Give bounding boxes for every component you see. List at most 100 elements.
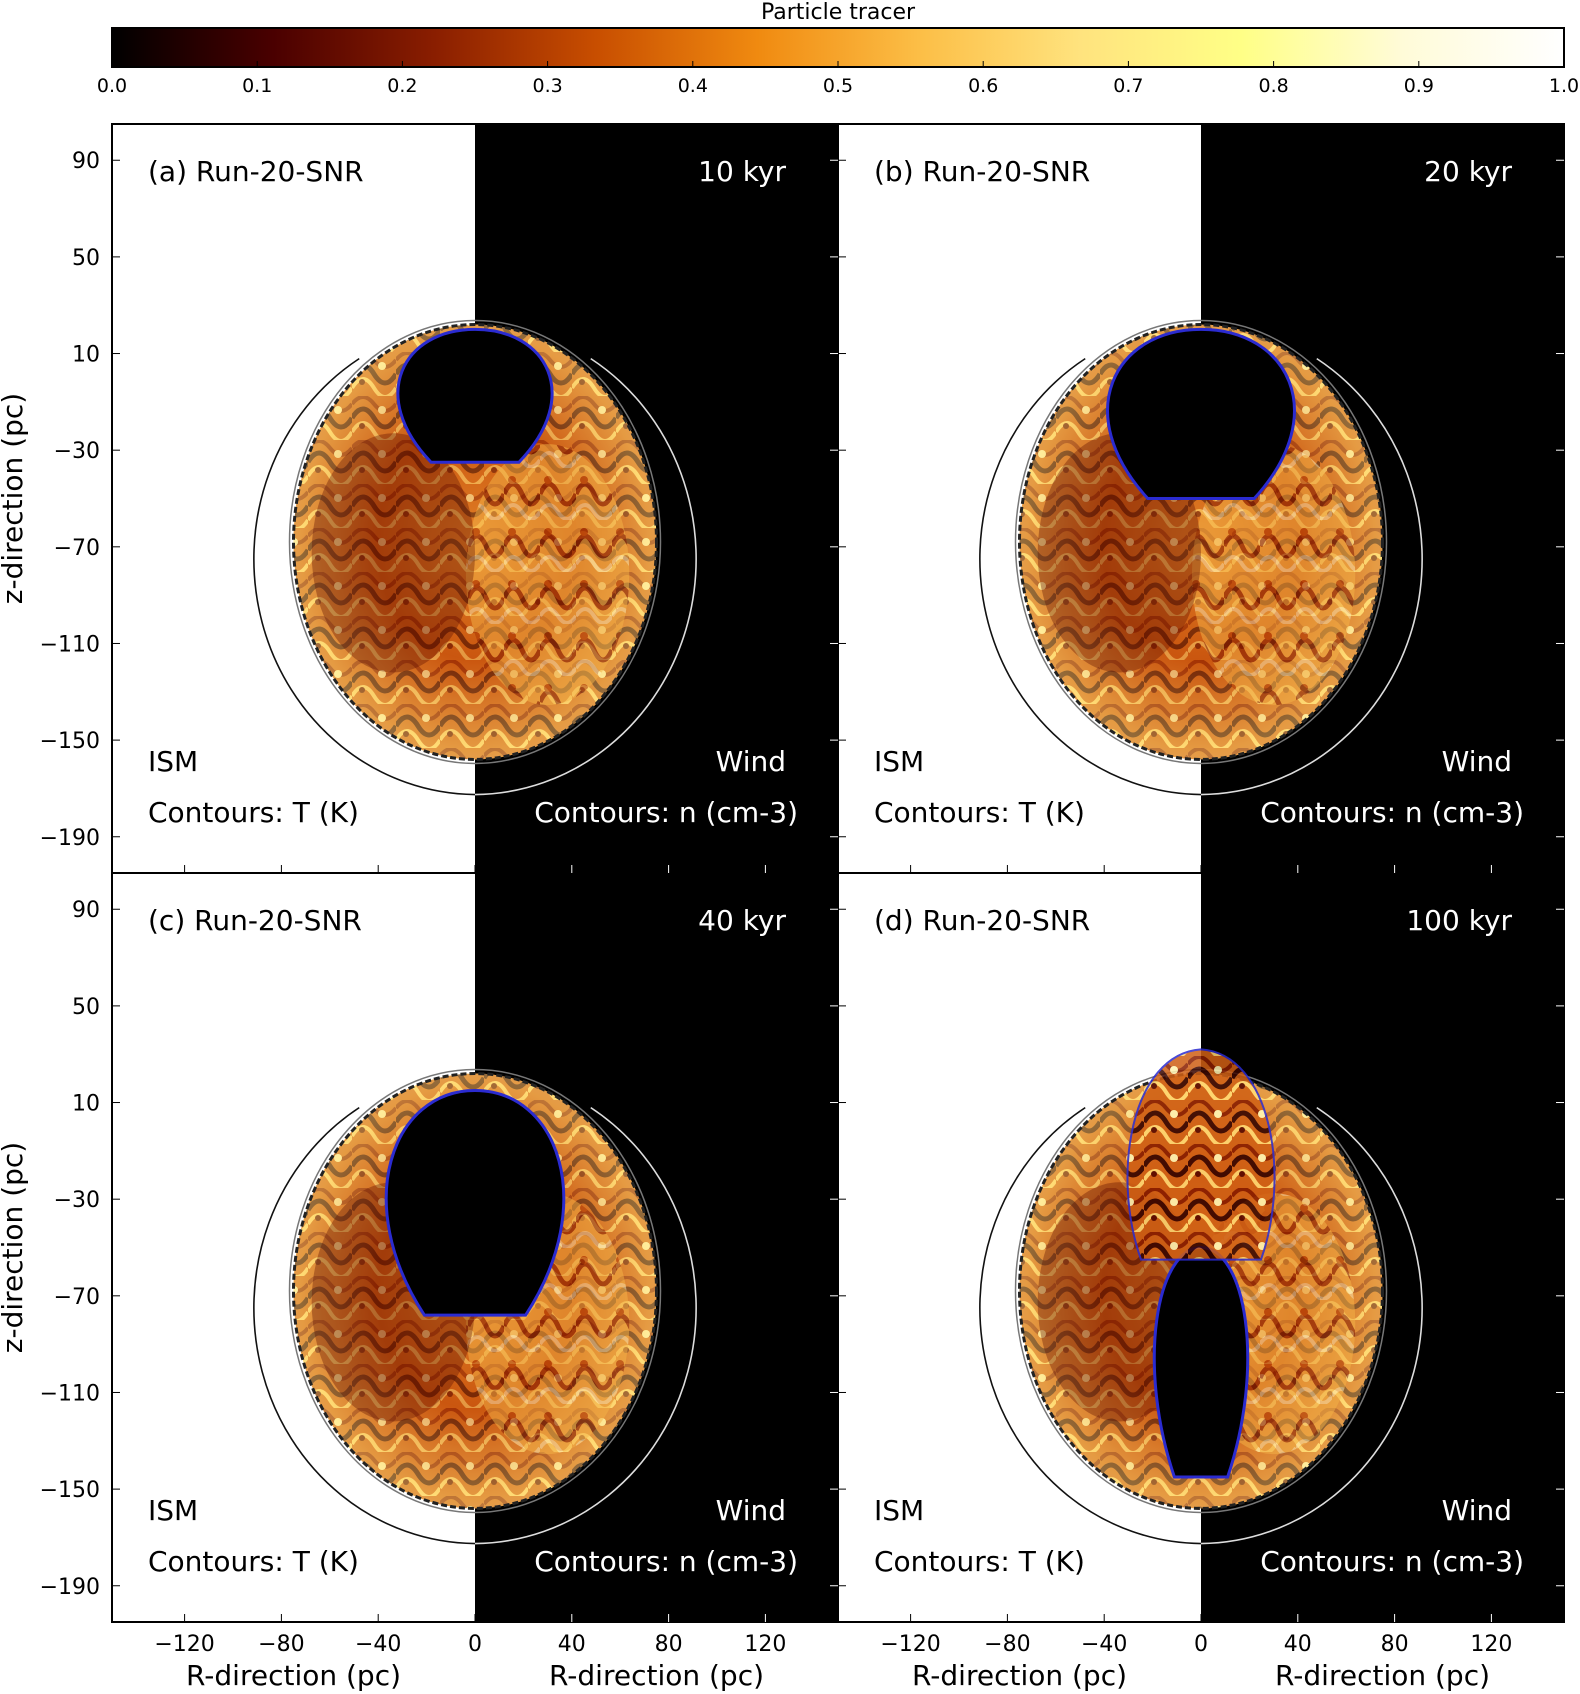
remnant-edge-outer	[288, 1068, 662, 1514]
x-tick-label-left: −40	[355, 1632, 401, 1657]
remnant-edge	[292, 1072, 658, 1510]
right-contours-label: Contours: n (cm-3)	[534, 796, 798, 829]
x-tick-label-right: 80	[1381, 1632, 1409, 1657]
y-tick-label: −70	[54, 536, 100, 561]
x-axis-label-left: R-direction (pc)	[186, 1659, 401, 1692]
remnant-edge-outer	[1014, 319, 1388, 765]
colorbar-tick-label: 0.5	[823, 75, 853, 97]
outer-shock-left	[253, 357, 476, 796]
panel-time: 10 kyr	[698, 155, 786, 188]
left-contours-label: Contours: T (K)	[874, 796, 1085, 829]
y-tick-label: 50	[72, 246, 100, 271]
ism-label: ISM	[148, 1494, 198, 1527]
remnant-edge-outer	[288, 319, 662, 765]
left-contours-label: Contours: T (K)	[874, 1545, 1085, 1578]
panel-time: 20 kyr	[1424, 155, 1512, 188]
y-tick-label: 90	[72, 149, 100, 174]
remnant-dense	[311, 433, 476, 673]
panel-label: (b) Run-20-SNR	[874, 155, 1090, 188]
y-tick-label: 10	[72, 343, 100, 368]
colorbar-tick-label: 1.0	[1549, 75, 1579, 97]
y-axis-label: z-direction (pc)	[0, 1142, 29, 1353]
wind-label: Wind	[716, 745, 786, 778]
y-tick-label: −110	[40, 1381, 100, 1406]
right-contours-label: Contours: n (cm-3)	[1260, 1545, 1524, 1578]
x-tick-label-left: −120	[880, 1632, 940, 1657]
remnant-edge	[1018, 323, 1384, 761]
left-contours-label: Contours: T (K)	[148, 796, 359, 829]
colorbar-tick-label: 0.7	[1113, 75, 1143, 97]
x-tick-label-right: 40	[558, 1632, 586, 1657]
wind-label: Wind	[1442, 1494, 1512, 1527]
panel-label: (c) Run-20-SNR	[148, 904, 362, 937]
upper-lobe	[1126, 1048, 1276, 1261]
x-tick-label-left: 0	[468, 1632, 482, 1657]
x-axis-label-right: R-direction (pc)	[1275, 1659, 1490, 1692]
panel-c: (c) Run-20-SNR 40 kyr ISM Wind Contours: T (…	[111, 872, 839, 1623]
panel-time: 100 kyr	[1406, 904, 1512, 937]
panel-label: (d) Run-20-SNR	[874, 904, 1090, 937]
y-tick-label: 50	[72, 995, 100, 1020]
y-tick-label: −190	[40, 1575, 100, 1600]
y-tick-label: −150	[40, 729, 100, 754]
cavity	[1152, 1245, 1250, 1479]
remnant-mixing	[1191, 444, 1356, 706]
outer-shock-right	[474, 1106, 697, 1545]
colorbar-tick-label: 0.3	[532, 75, 562, 97]
ism-label: ISM	[874, 745, 924, 778]
y-tick-label: −190	[40, 826, 100, 851]
panel-time: 40 kyr	[698, 904, 786, 937]
y-tick-label: 10	[72, 1092, 100, 1117]
ism-label: ISM	[148, 745, 198, 778]
cavity	[396, 327, 554, 464]
outer-shock-left	[253, 1106, 476, 1545]
remnant-mixing	[465, 444, 630, 706]
panel-b: (b) Run-20-SNR 20 kyr ISM Wind Contours: T (…	[837, 123, 1565, 874]
colorbar-title: Particle tracer	[761, 0, 916, 25]
cavity	[1106, 327, 1296, 500]
x-tick-label-left: −80	[258, 1632, 304, 1657]
y-tick-label: −70	[54, 1285, 100, 1310]
right-contours-label: Contours: n (cm-3)	[534, 1545, 798, 1578]
ism-label: ISM	[874, 1494, 924, 1527]
x-tick-label-left: 0	[1194, 1632, 1208, 1657]
remnant-edge	[292, 323, 658, 761]
right-contours-label: Contours: n (cm-3)	[1260, 796, 1524, 829]
colorbar	[111, 27, 1565, 68]
x-tick-label-left: −120	[154, 1632, 214, 1657]
panel-a: (a) Run-20-SNR 10 kyr ISM Wind Contours: T (…	[111, 123, 839, 874]
x-tick-label-right: 40	[1284, 1632, 1312, 1657]
x-axis-label-right: R-direction (pc)	[549, 1659, 764, 1692]
colorbar-tick-label: 0.0	[97, 75, 127, 97]
colorbar-tick-label: 0.1	[242, 75, 272, 97]
colorbar-tick-label: 0.8	[1258, 75, 1288, 97]
colorbar-tick-label: 0.4	[678, 75, 708, 97]
panel-d: (d) Run-20-SNR 100 kyr ISM Wind Contours: T …	[837, 872, 1565, 1623]
x-tick-label-right: 120	[1470, 1632, 1512, 1657]
colorbar-tick-label: 0.9	[1404, 75, 1434, 97]
left-contours-label: Contours: T (K)	[148, 1545, 359, 1578]
outer-shock-right	[1200, 1106, 1423, 1545]
panel-label: (a) Run-20-SNR	[148, 155, 364, 188]
colorbar-tick-label: 0.6	[968, 75, 998, 97]
y-tick-label: −110	[40, 632, 100, 657]
x-axis-label-left: R-direction (pc)	[912, 1659, 1127, 1692]
x-tick-label-right: 80	[655, 1632, 683, 1657]
wind-label: Wind	[716, 1494, 786, 1527]
colorbar-tick-label: 0.2	[387, 75, 417, 97]
outer-shock-right	[474, 357, 697, 796]
y-tick-label: −30	[54, 1188, 100, 1213]
x-tick-label-left: −40	[1081, 1632, 1127, 1657]
y-tick-label: 90	[72, 898, 100, 923]
outer-shock-right	[1200, 357, 1423, 796]
y-tick-label: −30	[54, 439, 100, 464]
x-tick-label-right: 120	[744, 1632, 786, 1657]
cavity	[384, 1088, 566, 1317]
x-tick-label-left: −80	[984, 1632, 1030, 1657]
outer-shock-left	[979, 357, 1202, 796]
outer-shock-left	[979, 1106, 1202, 1545]
wind-label: Wind	[1442, 745, 1512, 778]
y-axis-label: z-direction (pc)	[0, 393, 29, 604]
y-tick-label: −150	[40, 1478, 100, 1503]
